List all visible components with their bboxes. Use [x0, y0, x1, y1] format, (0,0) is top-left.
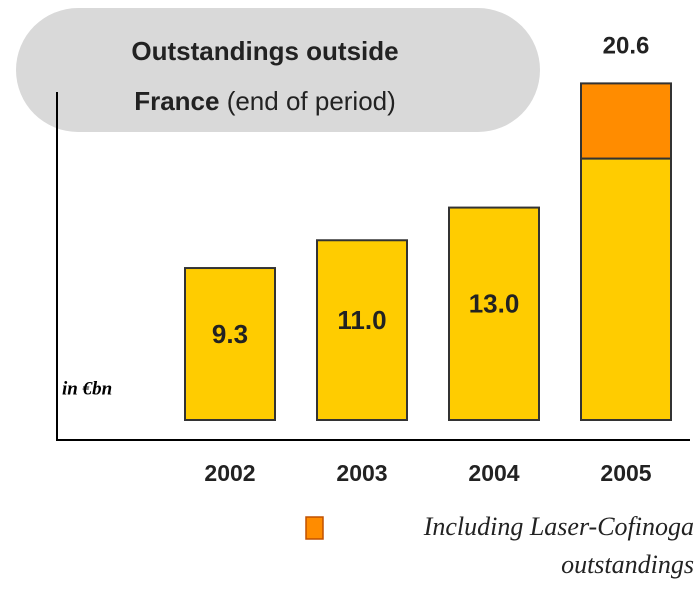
- legend-swatch: [305, 516, 324, 540]
- value-label: 13.0: [469, 289, 520, 319]
- x-tick-label: 2004: [468, 460, 519, 486]
- legend-label: Including Laser-Cofinoga outstandings: [423, 512, 694, 579]
- bar-segment: [184, 267, 276, 421]
- chart-subtitle: (end of period): [226, 86, 396, 116]
- value-label: 9.3: [212, 319, 248, 349]
- x-tick-label: 2005: [600, 460, 651, 486]
- chart-title: Outstandings outside France: [131, 36, 399, 116]
- title-pill: [16, 8, 540, 132]
- bar-segment: [448, 206, 540, 421]
- x-tick-label: 2002: [204, 460, 255, 486]
- bar-segment: [316, 239, 408, 421]
- total-label: 20.6: [603, 33, 650, 60]
- title: Outstandings outside France (end of peri…: [100, 26, 430, 126]
- x-tick-label: 2003: [336, 460, 387, 486]
- bar-segment: [580, 157, 672, 421]
- unit-label: in €bn: [62, 378, 112, 399]
- bar-segment: [580, 82, 672, 160]
- legend: Including Laser-Cofinoga outstandings: [350, 508, 694, 584]
- value-label: 11.0: [337, 305, 386, 335]
